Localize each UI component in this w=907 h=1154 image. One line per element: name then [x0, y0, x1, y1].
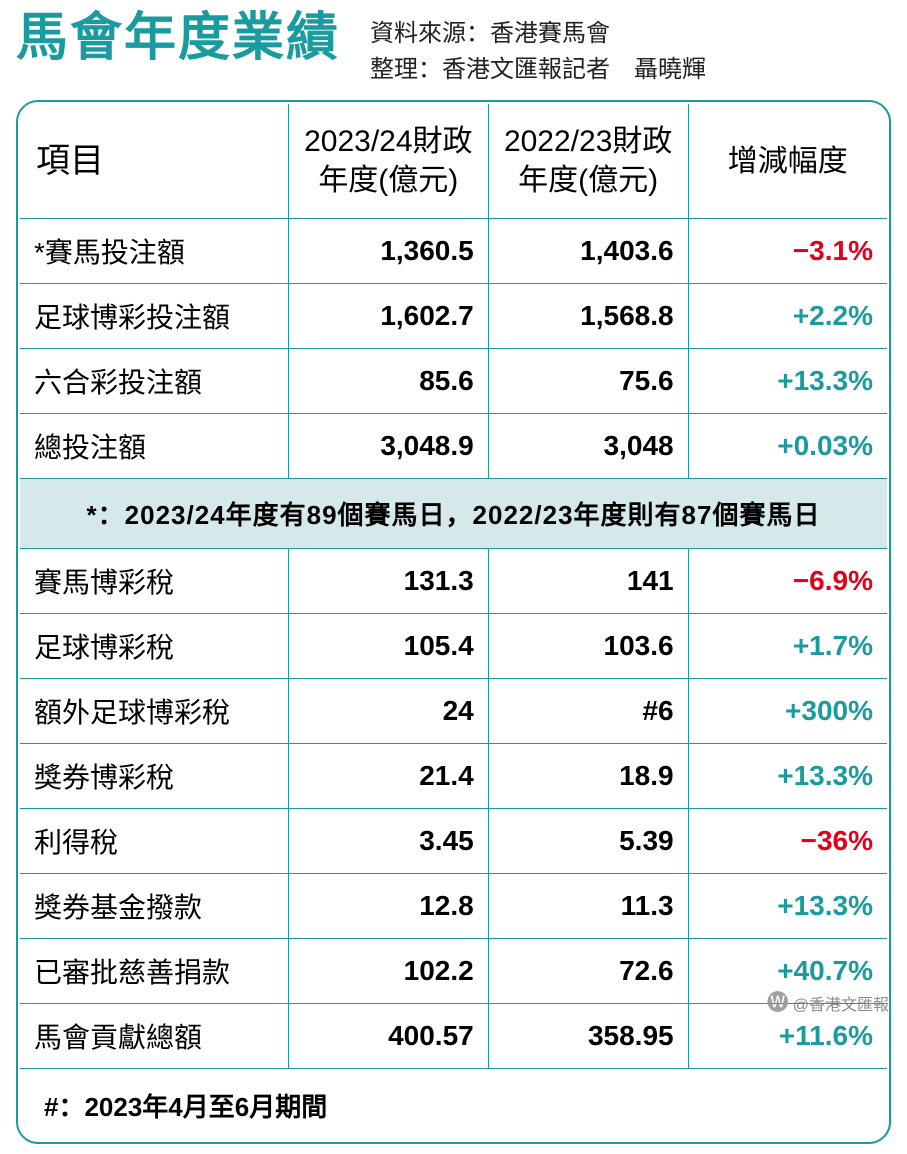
cell-fy24: 1,602.7 [288, 284, 488, 349]
cell-change: −6.9% [688, 549, 888, 614]
results-table: 項目 2023/24財政年度(億元) 2022/23財政年度(億元) 增減幅度 … [18, 102, 889, 1142]
cell-fy23: 75.6 [488, 349, 688, 414]
cell-item: 獎券博彩稅 [19, 744, 288, 809]
table-row: 額外足球博彩稅 24 #6 +300% [19, 679, 888, 744]
cell-item: 馬會貢獻總額 [19, 1004, 288, 1069]
note-text-1: *：2023/24年度有89個賽馬日，2022/23年度則有87個賽馬日 [19, 479, 888, 549]
cell-fy24: 21.4 [288, 744, 488, 809]
cell-fy24: 24 [288, 679, 488, 744]
cell-change: +13.3% [688, 744, 888, 809]
results-table-container: 項目 2023/24財政年度(億元) 2022/23財政年度(億元) 增減幅度 … [16, 100, 891, 1144]
table-header-row: 項目 2023/24財政年度(億元) 2022/23財政年度(億元) 增減幅度 [19, 103, 888, 219]
cell-change: −36% [688, 809, 888, 874]
col-header-fy23: 2022/23財政年度(億元) [488, 103, 688, 219]
cell-fy23: 358.95 [488, 1004, 688, 1069]
note-row-2: #：2023年4月至6月期間 [19, 1069, 888, 1142]
cell-fy24: 102.2 [288, 939, 488, 1004]
cell-fy23: 1,403.6 [488, 219, 688, 284]
cell-item: 額外足球博彩稅 [19, 679, 288, 744]
table-row: 獎券基金撥款 12.8 11.3 +13.3% [19, 874, 888, 939]
page-title: 馬會年度業績 [16, 10, 340, 67]
cell-item: 總投注額 [19, 414, 288, 479]
col-header-change: 增減幅度 [688, 103, 888, 219]
cell-fy24: 3,048.9 [288, 414, 488, 479]
cell-change: +1.7% [688, 614, 888, 679]
note-text-2: #：2023年4月至6月期間 [19, 1069, 488, 1142]
cell-change: +13.3% [688, 874, 888, 939]
table-row: 六合彩投注額 85.6 75.6 +13.3% [19, 349, 888, 414]
cell-fy23: 72.6 [488, 939, 688, 1004]
cell-change: +0.03% [688, 414, 888, 479]
cell-fy23: #6 [488, 679, 688, 744]
table-row: 總投注額 3,048.9 3,048 +0.03% [19, 414, 888, 479]
cell-item: 六合彩投注額 [19, 349, 288, 414]
cell-fy23: 103.6 [488, 614, 688, 679]
table-row: 利得稅 3.45 5.39 −36% [19, 809, 888, 874]
table-row: 獎券博彩稅 21.4 18.9 +13.3% [19, 744, 888, 809]
cell-fy24: 105.4 [288, 614, 488, 679]
source-line-1: 資料來源：香港賽馬會 [370, 16, 706, 52]
col-header-item: 項目 [19, 103, 288, 219]
cell-item: 獎券基金撥款 [19, 874, 288, 939]
table-row: 已審批慈善捐款 102.2 72.6 +40.7% [19, 939, 888, 1004]
cell-change: +2.2% [688, 284, 888, 349]
col-header-fy24: 2023/24財政年度(億元) [288, 103, 488, 219]
cell-item: 足球博彩稅 [19, 614, 288, 679]
source-line-2: 整理：香港文匯報記者 聶曉輝 [370, 52, 706, 88]
cell-fy23: 11.3 [488, 874, 688, 939]
cell-fy23: 3,048 [488, 414, 688, 479]
cell-fy23: 141 [488, 549, 688, 614]
cell-fy24: 131.3 [288, 549, 488, 614]
weibo-icon: 🅦 [767, 992, 789, 1014]
cell-item: 賽馬博彩稅 [19, 549, 288, 614]
table-row: 賽馬博彩稅 131.3 141 −6.9% [19, 549, 888, 614]
watermark: 🅦 @香港文匯報 [767, 991, 889, 1015]
cell-change: +13.3% [688, 349, 888, 414]
cell-fy24: 12.8 [288, 874, 488, 939]
cell-fy24: 85.6 [288, 349, 488, 414]
cell-fy24: 400.57 [288, 1004, 488, 1069]
source-info: 資料來源：香港賽馬會 整理：香港文匯報記者 聶曉輝 [370, 10, 706, 88]
cell-change: +300% [688, 679, 888, 744]
table-row: *賽馬投注額 1,360.5 1,403.6 −3.1% [19, 219, 888, 284]
cell-item: 已審批慈善捐款 [19, 939, 288, 1004]
cell-item: *賽馬投注額 [19, 219, 288, 284]
note-row-1: *：2023/24年度有89個賽馬日，2022/23年度則有87個賽馬日 [19, 479, 888, 549]
cell-item: 利得稅 [19, 809, 288, 874]
cell-item: 足球博彩投注額 [19, 284, 288, 349]
watermark-text: @香港文匯報 [793, 991, 889, 1015]
cell-fy23: 1,568.8 [488, 284, 688, 349]
cell-fy24: 3.45 [288, 809, 488, 874]
cell-fy23: 5.39 [488, 809, 688, 874]
table-row: 馬會貢獻總額 400.57 358.95 +11.6% [19, 1004, 888, 1069]
table-row: 足球博彩投注額 1,602.7 1,568.8 +2.2% [19, 284, 888, 349]
cell-fy24: 1,360.5 [288, 219, 488, 284]
cell-change: −3.1% [688, 219, 888, 284]
cell-fy23: 18.9 [488, 744, 688, 809]
table-row: 足球博彩稅 105.4 103.6 +1.7% [19, 614, 888, 679]
